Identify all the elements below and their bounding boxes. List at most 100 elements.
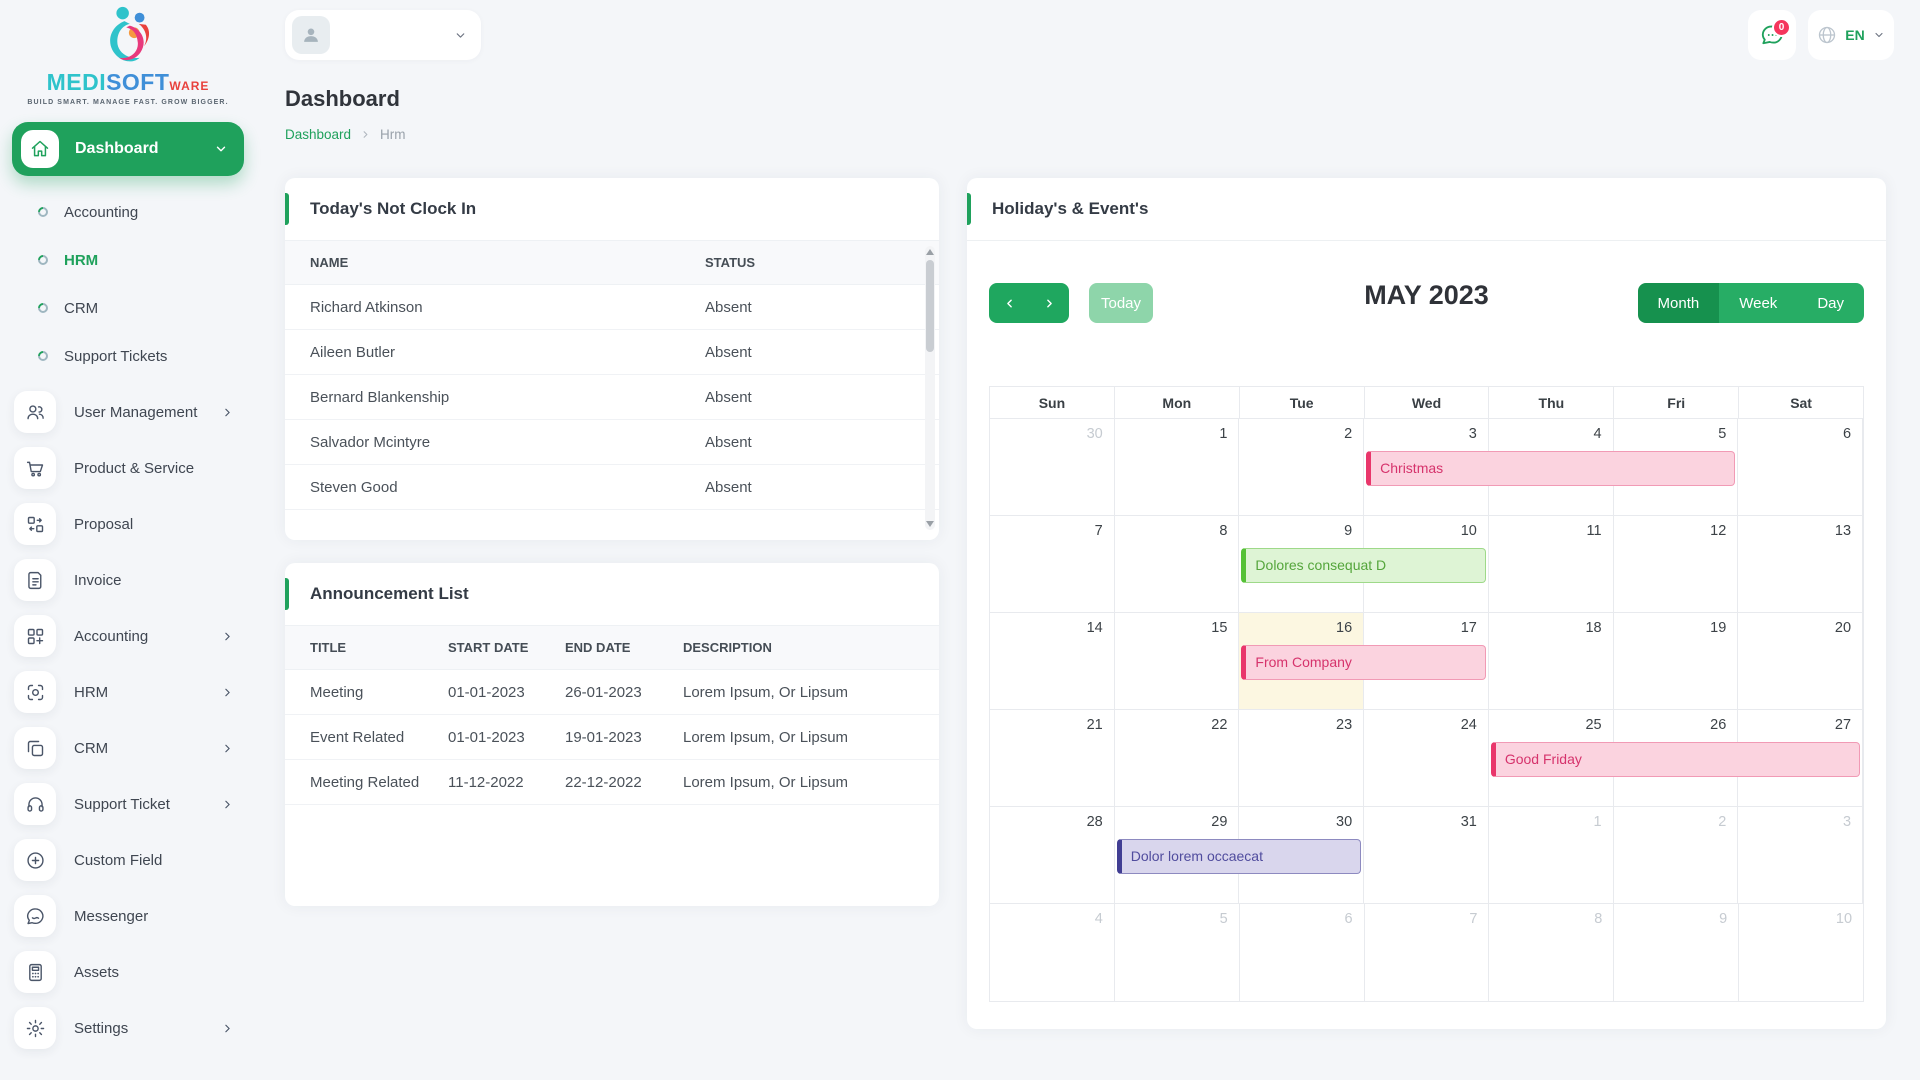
view-day-button[interactable]: Day — [1797, 283, 1864, 323]
scroll-down-icon[interactable] — [926, 521, 934, 527]
chevron-down-icon — [454, 29, 467, 42]
chevron-right-icon — [221, 798, 234, 811]
calendar-day-cell-6-othermonth[interactable]: 6 — [1240, 904, 1365, 1001]
brand-logo-icon — [110, 6, 150, 62]
calendar-day-cell-28[interactable]: 28 — [990, 807, 1115, 904]
sidebar-subitem-label: Accounting — [64, 203, 139, 221]
card-accent-bar — [285, 578, 289, 610]
calendar-event-dolor-lorem-occaecat[interactable]: Dolor lorem occaecat — [1116, 839, 1362, 874]
calendar-day-cell-6[interactable]: 6 — [1738, 419, 1864, 516]
calendar-day-cell-27[interactable]: 27 — [1738, 710, 1864, 807]
sidebar-item-support-ticket[interactable]: Support Ticket — [0, 776, 256, 832]
brand-logo[interactable]: MEDISOFTWARE BUILD SMART. MANAGE FAST. G… — [0, 0, 256, 106]
calendar-day-cell-24[interactable]: 24 — [1364, 710, 1489, 807]
calendar-card-header: Holiday's & Event's — [967, 178, 1886, 240]
clockin-table-row: Aileen Butler Absent — [285, 330, 939, 375]
prev-month-button[interactable] — [989, 283, 1029, 323]
calendar-day-cell-11[interactable]: 11 — [1488, 516, 1614, 613]
calendar-day-cell-7-othermonth[interactable]: 7 — [1365, 904, 1490, 1001]
sidebar-item-product-and-service[interactable]: Product & Service — [0, 440, 256, 496]
sidebar-item-invoice[interactable]: Invoice — [0, 552, 256, 608]
calendar-grid: Sun Mon Tue Wed Thu Fri Sat 30 1 2 3 4 5 6 Christmas 7… — [989, 386, 1864, 1002]
notifications-button[interactable]: 0 — [1748, 10, 1796, 60]
column-header-status: STATUS — [705, 255, 756, 270]
calendar-day-cell-8-othermonth[interactable]: 8 — [1489, 904, 1615, 1001]
sidebar-item-settings[interactable]: Settings — [0, 1000, 256, 1056]
sidebar-item-user-management[interactable]: User Management — [0, 384, 256, 440]
employee-name: Salvador Mcintyre — [310, 433, 431, 451]
breadcrumb: Dashboard Hrm — [285, 127, 406, 142]
calendar-day-cell-19[interactable]: 19 — [1613, 613, 1739, 710]
status-value: Absent — [705, 343, 752, 361]
brand-wordmark: MEDISOFTWARE — [46, 69, 210, 95]
description: Lorem Ipsum, Or Lipsum — [683, 728, 849, 746]
sidebar-item-messenger[interactable]: Messenger — [0, 888, 256, 944]
sidebar-subitem-accounting[interactable]: Accounting — [0, 188, 256, 236]
calendar-day-cell-17[interactable]: 17 — [1364, 613, 1489, 710]
view-month-button[interactable]: Month — [1637, 283, 1720, 323]
day-header-sat: Sat — [1739, 387, 1864, 419]
sidebar-subitem-label: CRM — [64, 299, 99, 317]
sidebar-item-custom-field[interactable]: Custom Field — [0, 832, 256, 888]
calendar-day-cell-5-othermonth[interactable]: 5 — [1115, 904, 1240, 1001]
calendar-day-cell-7[interactable]: 7 — [990, 516, 1115, 613]
calendar-day-cell-18[interactable]: 18 — [1488, 613, 1614, 710]
calendar-day-cell-8[interactable]: 8 — [1114, 516, 1240, 613]
sidebar-subitem-support-tickets[interactable]: Support Tickets — [0, 332, 256, 380]
ring-bullet-icon — [35, 252, 51, 268]
today-button[interactable]: Today — [1089, 283, 1153, 323]
calendar-day-cell-30[interactable]: 30 — [1239, 807, 1365, 904]
calendar-day-cell-10-othermonth[interactable]: 10 — [1835, 911, 1853, 927]
sidebar-subitem-crm[interactable]: CRM — [0, 284, 256, 332]
calendar-day-cell-22[interactable]: 22 — [1114, 710, 1240, 807]
calendar-day-cell-1-othermonth[interactable]: 1 — [1488, 807, 1614, 904]
sidebar-item-proposal[interactable]: Proposal — [0, 496, 256, 552]
calendar-day-cell-2[interactable]: 2 — [1239, 419, 1365, 516]
calendar-day-cell-30-othermonth[interactable]: 30 — [990, 419, 1115, 516]
sidebar-item-hrm[interactable]: HRM — [0, 664, 256, 720]
announcement-table-header: TITLE START DATE END DATE DESCRIPTION — [285, 625, 939, 670]
sidebar-item-assets[interactable]: Assets — [0, 944, 256, 1000]
calendar-day-cell-10[interactable]: 10 — [1364, 516, 1489, 613]
calendar-day-cell-5[interactable]: 5 — [1613, 419, 1739, 516]
sidebar-subitem-hrm[interactable]: HRM — [0, 236, 256, 284]
calendar-day-cell-9-othermonth[interactable]: 9 — [1614, 904, 1740, 1001]
calendar-event-dolores-consequat-d[interactable]: Dolores consequat D — [1241, 548, 1486, 583]
calendar-event-good-friday[interactable]: Good Friday — [1490, 742, 1860, 777]
sidebar-item-dashboard[interactable]: Dashboard — [12, 122, 244, 176]
calendar-day-cell-21[interactable]: 21 — [990, 710, 1115, 807]
user-select[interactable] — [285, 10, 481, 60]
calendar-day-cell-23[interactable]: 23 — [1239, 710, 1365, 807]
scroll-up-icon[interactable] — [926, 249, 934, 255]
calendar-day-cell-2-othermonth[interactable]: 2 — [1613, 807, 1739, 904]
chevron-right-icon — [221, 1022, 234, 1035]
sidebar-item-accounting[interactable]: Accounting — [0, 608, 256, 664]
calendar-day-cell-13[interactable]: 13 — [1738, 516, 1864, 613]
clockin-table-row: Steven Good Absent — [285, 465, 939, 510]
calendar-day-cell-31[interactable]: 31 — [1364, 807, 1489, 904]
calendar-day-cell-14[interactable]: 14 — [990, 613, 1115, 710]
next-month-button[interactable] — [1029, 283, 1069, 323]
announcement-title: Event Related — [310, 728, 405, 746]
clockin-scrollbar[interactable] — [925, 246, 935, 530]
calendar-nav-group — [989, 283, 1069, 323]
calendar-event-christmas[interactable]: Christmas — [1366, 451, 1736, 486]
view-week-button[interactable]: Week — [1719, 283, 1798, 323]
calendar-day-cell-20[interactable]: 20 — [1738, 613, 1864, 710]
breadcrumb-dashboard-link[interactable]: Dashboard — [285, 127, 352, 142]
calendar-day-cell-15[interactable]: 15 — [1114, 613, 1240, 710]
calendar-day-cell-4-othermonth[interactable]: 4 — [990, 904, 1115, 1001]
chevron-right-icon — [221, 686, 234, 699]
scrollbar-thumb[interactable] — [926, 260, 934, 352]
language-selector[interactable]: EN — [1808, 10, 1894, 60]
calendar-day-cell-3-othermonth[interactable]: 3 — [1738, 807, 1864, 904]
plus-circle-icon — [14, 839, 56, 881]
calendar-day-cell-12[interactable]: 12 — [1613, 516, 1739, 613]
announcement-table-row: Meeting 01-01-2023 26-01-2023 Lorem Ipsum, … — [285, 670, 939, 715]
sidebar-mainmenu: User Management Product & Service Proposal… — [0, 384, 256, 1056]
card-accent-bar — [285, 193, 289, 225]
sidebar-item-crm[interactable]: CRM — [0, 720, 256, 776]
calendar-event-from-company[interactable]: From Company — [1241, 645, 1486, 680]
calendar-day-cell-1[interactable]: 1 — [1114, 419, 1240, 516]
card-accent-bar — [967, 193, 971, 225]
